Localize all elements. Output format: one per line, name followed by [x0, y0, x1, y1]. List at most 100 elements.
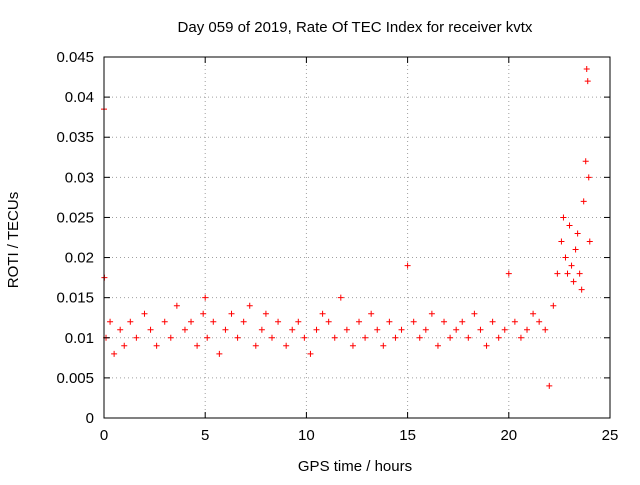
y-tick-label: 0.035	[56, 129, 94, 146]
data-point	[416, 334, 423, 341]
chart-title: Day 059 of 2019, Rate Of TEC Index for r…	[178, 19, 533, 36]
data-point	[283, 342, 290, 349]
y-tick-label: 0.01	[65, 330, 94, 347]
data-point	[441, 318, 448, 325]
data-point	[558, 238, 565, 245]
x-tick-label: 15	[399, 427, 416, 444]
data-point	[319, 310, 326, 317]
data-point	[173, 302, 180, 309]
data-point	[564, 270, 571, 277]
data-point	[422, 326, 429, 333]
data-point	[524, 326, 531, 333]
x-axis-label: GPS time / hours	[298, 458, 412, 475]
data-point	[343, 326, 350, 333]
data-point	[495, 334, 502, 341]
data-point	[107, 318, 114, 325]
data-point	[574, 230, 581, 237]
data-point	[181, 326, 188, 333]
y-tick-label: 0.04	[65, 89, 94, 106]
data-point	[117, 326, 124, 333]
data-point	[325, 318, 332, 325]
data-point	[505, 270, 512, 277]
data-point	[202, 294, 209, 301]
data-point	[483, 342, 490, 349]
data-point	[228, 310, 235, 317]
data-point	[258, 326, 265, 333]
data-point	[489, 318, 496, 325]
y-tick-label: 0	[86, 410, 94, 427]
data-point	[404, 262, 411, 269]
data-point	[240, 318, 247, 325]
data-point	[268, 334, 275, 341]
data-point	[246, 302, 253, 309]
data-point	[392, 334, 399, 341]
data-point	[349, 342, 356, 349]
data-point	[568, 262, 575, 269]
data-point	[252, 342, 259, 349]
data-point	[368, 310, 375, 317]
data-point	[161, 318, 168, 325]
data-point	[465, 334, 472, 341]
data-point	[188, 318, 195, 325]
data-point	[133, 334, 140, 341]
data-point	[216, 350, 223, 357]
data-point	[477, 326, 484, 333]
x-tick-label: 5	[201, 427, 209, 444]
data-point	[578, 286, 585, 293]
x-tick-label: 25	[602, 427, 619, 444]
data-point	[380, 342, 387, 349]
data-point	[554, 270, 561, 277]
data-point	[222, 326, 229, 333]
data-point	[576, 270, 583, 277]
data-point	[447, 334, 454, 341]
data-point	[275, 318, 282, 325]
data-point	[501, 326, 508, 333]
data-point	[546, 382, 553, 389]
y-tick-label: 0.015	[56, 290, 94, 307]
y-tick-label: 0.02	[65, 250, 94, 267]
data-point	[582, 158, 589, 165]
data-point	[111, 350, 118, 357]
data-point	[167, 334, 174, 341]
x-tick-label: 20	[500, 427, 517, 444]
data-point	[459, 318, 466, 325]
data-point	[121, 342, 128, 349]
data-point	[560, 214, 567, 221]
axis-ticks: 0 5 10 15 20 25 0 0.005 0.01 0.015 0.02 0.025 0.03 0.…	[56, 49, 618, 444]
data-point	[570, 278, 577, 285]
data-point	[434, 342, 441, 349]
data-point	[517, 334, 524, 341]
grid	[104, 57, 610, 418]
data-point	[153, 342, 160, 349]
y-axis-label: ROTI / TECUs	[5, 192, 22, 288]
data-point	[307, 350, 314, 357]
x-tick-label: 10	[298, 427, 315, 444]
data-point	[301, 334, 308, 341]
data-point	[530, 310, 537, 317]
data-point	[536, 318, 543, 325]
data-point	[204, 334, 211, 341]
data-point	[210, 318, 217, 325]
data-point	[127, 318, 134, 325]
y-tick-label: 0.045	[56, 49, 94, 66]
data-point	[313, 326, 320, 333]
data-point	[386, 318, 393, 325]
data-point	[542, 326, 549, 333]
data-point	[337, 294, 344, 301]
data-point	[585, 174, 592, 181]
data-point	[194, 342, 201, 349]
data-point	[572, 246, 579, 253]
data-point	[580, 198, 587, 205]
plot-frame	[103, 56, 611, 419]
data-point	[356, 318, 363, 325]
data-point	[362, 334, 369, 341]
y-tick-label: 0.005	[56, 370, 94, 387]
data-point	[428, 310, 435, 317]
data-point	[550, 302, 557, 309]
data-point	[562, 254, 569, 261]
data-point	[453, 326, 460, 333]
data-point	[295, 318, 302, 325]
